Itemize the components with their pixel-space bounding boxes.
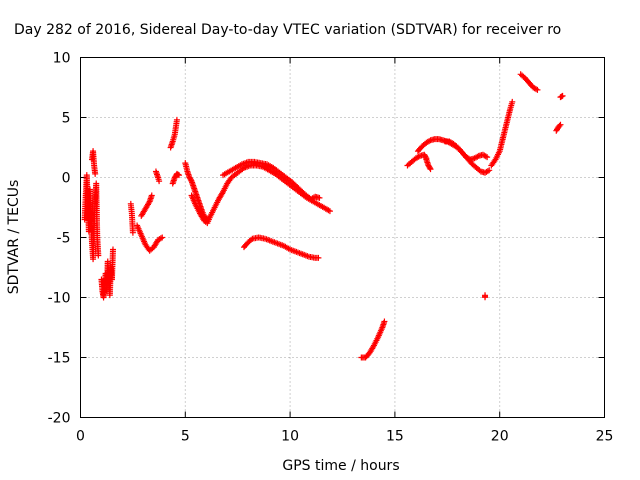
data-point [509, 98, 516, 105]
data-point [426, 138, 433, 145]
data-point [474, 153, 481, 160]
data-point [148, 192, 155, 199]
grid [80, 57, 605, 418]
data-point [415, 153, 422, 160]
data-point [534, 86, 541, 93]
data-point [187, 176, 194, 183]
y-tick-label: 5 [62, 111, 71, 127]
x-axis-label: GPS time / hours [282, 458, 399, 474]
data-point [381, 318, 388, 325]
data-point [482, 153, 489, 160]
tick-labels: 0 5 10 15 20 25 -20 -15 -10 -5 0 5 10 [48, 51, 614, 445]
data-points [81, 71, 566, 361]
data-point [486, 167, 493, 174]
y-tick-label: 0 [62, 171, 71, 187]
data-point [157, 235, 164, 242]
x-tick-label: 15 [386, 429, 404, 445]
y-tick-label: -10 [48, 291, 71, 307]
y-axis-label: SDTVAR / TECUs [6, 180, 22, 295]
data-point [156, 178, 163, 185]
data-point [426, 164, 433, 171]
data-point [129, 229, 136, 236]
chart-title: Day 282 of 2016, Sidereal Day-to-day VTE… [14, 22, 561, 38]
y-tick-label: 10 [53, 51, 71, 67]
data-point [427, 166, 434, 173]
data-point [159, 234, 166, 241]
data-point [559, 92, 566, 99]
y-tick-label: -15 [48, 351, 71, 367]
data-point [484, 154, 491, 161]
x-tick-label: 0 [76, 429, 85, 445]
data-point [484, 168, 491, 175]
y-tick-label: -5 [57, 231, 71, 247]
x-tick-label: 10 [281, 429, 299, 445]
data-point [315, 254, 322, 261]
data-point [173, 116, 180, 123]
data-point [95, 252, 102, 259]
data-point [109, 246, 116, 253]
data-point [533, 86, 540, 93]
ticks [80, 57, 605, 418]
y-tick-label: -20 [48, 411, 71, 427]
data-point [92, 170, 99, 177]
data-point [482, 294, 489, 301]
x-tick-label: 25 [596, 429, 614, 445]
x-tick-label: 5 [181, 429, 190, 445]
data-point [176, 172, 183, 179]
data-point [557, 121, 564, 128]
data-point [325, 207, 332, 214]
data-point [326, 208, 333, 215]
x-tick-label: 20 [491, 429, 509, 445]
data-point [316, 194, 323, 201]
data-point [556, 122, 563, 129]
